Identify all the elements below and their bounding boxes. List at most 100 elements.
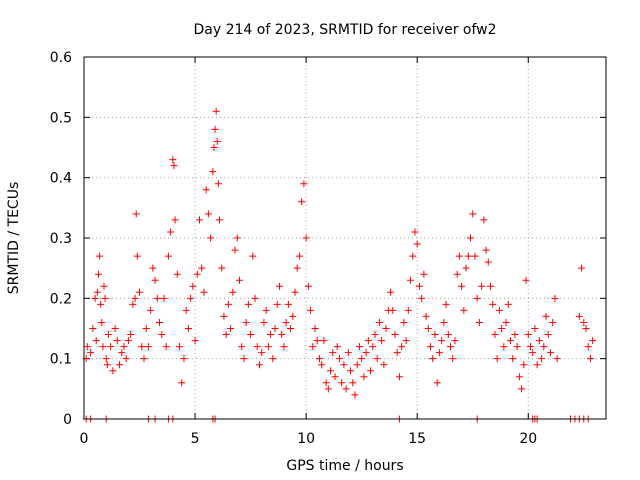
data-point — [347, 367, 355, 375]
plot-frame — [83, 56, 607, 420]
data-point — [235, 276, 243, 284]
data-point — [260, 318, 268, 326]
data-point — [291, 288, 299, 296]
data-point — [255, 361, 263, 369]
data-point — [400, 318, 408, 326]
y-tick-label: 0.2 — [50, 291, 72, 307]
data-point — [275, 282, 283, 290]
data-point — [444, 331, 452, 339]
data-point — [367, 367, 375, 375]
data-point — [489, 300, 497, 308]
data-point — [132, 210, 140, 218]
x-tick-label: 5 — [191, 431, 200, 447]
data-point — [87, 349, 95, 357]
data-point — [215, 216, 223, 224]
data-point — [455, 252, 463, 260]
data-point — [191, 337, 199, 345]
data-point — [518, 385, 526, 393]
data-point — [351, 391, 359, 399]
data-point — [171, 216, 179, 224]
data-point — [304, 282, 312, 290]
x-tick-label: 20 — [519, 431, 537, 447]
y-axis-label: SRMTID / TECUs — [6, 182, 22, 295]
data-point — [133, 252, 141, 260]
data-point — [533, 361, 541, 369]
chart-title: Day 214 of 2023, SRMTID for receiver ofw… — [193, 22, 496, 38]
data-point — [204, 210, 212, 218]
data-point — [189, 282, 197, 290]
data-point — [520, 361, 528, 369]
data-point — [480, 216, 488, 224]
data-point — [478, 282, 486, 290]
data-point — [101, 294, 109, 302]
data-point — [102, 355, 110, 363]
data-point — [198, 264, 206, 272]
data-point — [358, 355, 366, 363]
data-point — [116, 361, 124, 369]
data-point — [449, 355, 457, 363]
data-point — [295, 252, 303, 260]
data-point — [471, 252, 479, 260]
data-point — [180, 355, 188, 363]
data-point — [209, 168, 217, 176]
data-point — [484, 258, 492, 266]
y-tick-label: 0.6 — [50, 50, 72, 66]
data-point — [307, 306, 315, 314]
data-point — [473, 294, 481, 302]
axis-ticks: 0 0.1 0.2 0.3 0.4 0.5 0.6 0 5 10 15 20 — [50, 50, 606, 447]
data-point — [227, 325, 235, 332]
data-point — [98, 318, 106, 326]
data-point — [118, 349, 126, 357]
data-point — [371, 331, 379, 339]
data-point — [160, 294, 168, 302]
data-point — [99, 343, 107, 351]
data-point — [271, 325, 279, 332]
x-tick-label: 0 — [80, 431, 89, 447]
data-point — [284, 300, 292, 308]
data-point — [89, 325, 97, 332]
data-point — [264, 343, 272, 351]
data-point — [422, 312, 430, 320]
data-point — [187, 294, 195, 302]
data-point — [313, 337, 321, 345]
data-point — [424, 325, 432, 332]
data-point — [411, 228, 419, 236]
data-point — [96, 252, 104, 260]
data-point — [315, 355, 323, 363]
data-point — [398, 343, 406, 351]
data-point — [142, 325, 150, 332]
data-point — [83, 343, 91, 351]
data-point — [207, 234, 215, 242]
data-point — [420, 270, 428, 278]
data-point — [413, 240, 421, 248]
data-point — [418, 294, 426, 302]
data-point — [495, 306, 503, 314]
data-point — [529, 349, 537, 357]
data-point — [378, 337, 386, 345]
data-point — [300, 180, 308, 188]
data-point — [515, 373, 523, 381]
data-point — [369, 343, 377, 351]
data-point — [491, 331, 499, 339]
data-point — [302, 234, 310, 242]
data-point — [140, 355, 148, 363]
data-point — [580, 318, 588, 326]
data-point — [253, 343, 261, 351]
data-point — [220, 312, 228, 320]
data-point — [176, 343, 184, 351]
data-point — [415, 282, 423, 290]
data-point — [287, 325, 295, 332]
data-point — [97, 300, 105, 308]
data-point — [402, 337, 410, 345]
data-point — [575, 312, 583, 320]
data-point — [589, 337, 597, 345]
data-point — [427, 343, 435, 351]
data-point — [504, 300, 512, 308]
data-point — [251, 294, 259, 302]
data-point — [173, 270, 181, 278]
data-point — [451, 337, 459, 345]
data-point — [267, 331, 275, 339]
data-point — [460, 306, 468, 314]
data-point — [586, 355, 594, 363]
data-point — [224, 300, 232, 308]
